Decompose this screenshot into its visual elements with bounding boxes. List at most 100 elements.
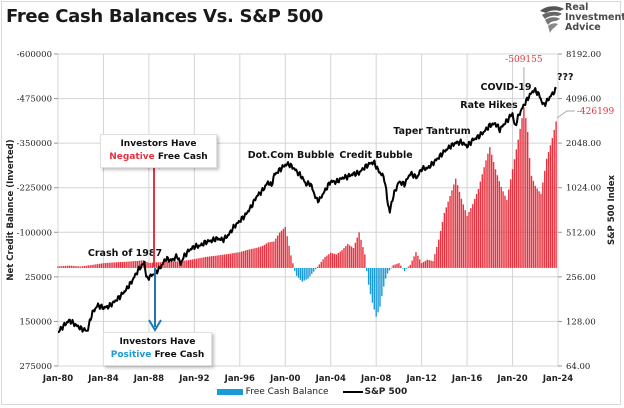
- bar: [362, 247, 364, 268]
- bar: [199, 258, 201, 268]
- bar: [496, 175, 499, 268]
- bar: [214, 255, 216, 268]
- bar: [324, 256, 326, 268]
- right-tick-label: 1024.00: [566, 184, 601, 194]
- bar: [437, 239, 440, 268]
- left-tick-label: -100000: [17, 228, 52, 238]
- bar: [227, 253, 230, 268]
- bar: [540, 193, 542, 268]
- bar: [191, 259, 194, 268]
- left-axis-title: Net Credit Balance (Inverted): [6, 139, 16, 280]
- eagle-head-icon: [540, 6, 564, 33]
- bar: [354, 242, 357, 268]
- bar: [472, 204, 474, 268]
- bar: [278, 232, 281, 268]
- bar: [269, 242, 271, 268]
- leader-line: [556, 110, 575, 119]
- x-tick-label: Jan-20: [496, 374, 527, 384]
- bar: [85, 265, 88, 268]
- bar: [328, 254, 330, 268]
- x-tick-label: Jan-12: [405, 374, 436, 384]
- x-tick-label: Jan-88: [133, 374, 164, 384]
- bar: [210, 256, 213, 268]
- bar: [176, 261, 179, 268]
- right-tick-label: 2048.00: [566, 139, 601, 149]
- bar: [258, 247, 260, 268]
- positive-arrow: [148, 268, 162, 332]
- bar: [468, 212, 470, 268]
- right-axis-title: S&P 500 Index: [607, 175, 617, 245]
- annotation-label: ???: [557, 72, 574, 83]
- left-tick-label: -225000: [17, 184, 52, 194]
- bar: [123, 261, 125, 268]
- brand-line-3: Advice: [565, 22, 601, 33]
- bar: [68, 265, 71, 268]
- bar: [138, 260, 141, 268]
- bar: [515, 149, 518, 268]
- annotation-label: Taper Tantrum: [393, 126, 470, 137]
- bar: [252, 248, 254, 268]
- annotation-latest-value: -426199: [577, 107, 615, 117]
- bar: [167, 261, 169, 268]
- bar: [108, 262, 110, 268]
- bar: [383, 267, 385, 287]
- chart-title: Free Cash Balances Vs. S&P 500: [6, 6, 324, 27]
- bar: [89, 265, 91, 268]
- bar: [208, 256, 211, 268]
- bar: [456, 185, 459, 268]
- bar: [148, 262, 150, 268]
- bar: [254, 248, 256, 268]
- bar: [259, 246, 262, 268]
- right-tick-label: 256.00: [566, 273, 596, 283]
- bar: [237, 252, 239, 268]
- bar: [379, 267, 381, 307]
- bar: [288, 245, 290, 268]
- chart-legend: Free Cash Balance S&P 500: [0, 387, 624, 398]
- bar: [87, 265, 90, 268]
- bar: [248, 249, 250, 268]
- bar: [405, 267, 408, 269]
- bar: [545, 158, 548, 268]
- bar: [511, 169, 514, 268]
- bar: [72, 265, 74, 268]
- bar: [263, 244, 266, 268]
- bar: [78, 266, 80, 268]
- bar: [95, 264, 97, 268]
- bar: [339, 251, 341, 268]
- bar: [422, 261, 425, 268]
- bar: [415, 252, 417, 268]
- annotation-peak-value: -509155: [505, 55, 543, 65]
- bar: [320, 261, 322, 268]
- bar: [424, 260, 427, 268]
- annotation-label: Crash of 1987: [88, 248, 162, 259]
- bar: [481, 174, 483, 268]
- bar: [280, 230, 283, 268]
- right-tick-label: 64.00: [566, 362, 590, 372]
- bar: [186, 260, 188, 268]
- bar: [265, 243, 268, 268]
- brand-name: Real Investment Advice: [565, 3, 624, 33]
- bar: [523, 107, 525, 268]
- bar: [525, 118, 527, 268]
- bar: [367, 267, 370, 285]
- bar: [157, 262, 160, 268]
- bar: [241, 251, 243, 268]
- bar: [117, 262, 120, 268]
- bar: [445, 207, 447, 268]
- bar: [521, 118, 523, 268]
- annotation-label: COVID-19: [481, 82, 532, 93]
- bar: [381, 267, 383, 297]
- bar: [487, 153, 489, 268]
- bar: [184, 260, 186, 268]
- bar: [312, 267, 315, 272]
- bar: [301, 267, 304, 282]
- bar: [102, 263, 105, 268]
- bar: [504, 195, 506, 268]
- bar: [492, 162, 495, 268]
- bar: [316, 266, 319, 268]
- bar: [526, 131, 529, 268]
- bar: [106, 262, 108, 268]
- bar: [407, 266, 410, 268]
- bar: [229, 253, 232, 268]
- bar: [136, 260, 139, 268]
